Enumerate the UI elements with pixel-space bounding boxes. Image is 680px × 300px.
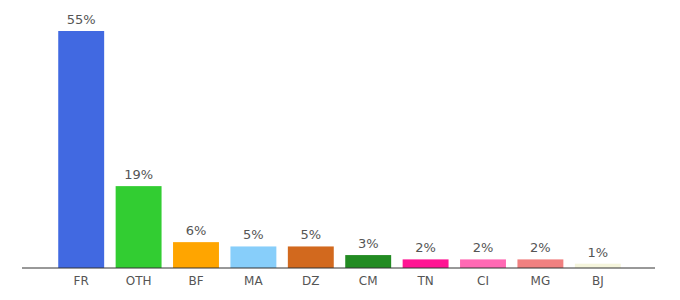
bar <box>460 259 506 268</box>
data-label: 6% <box>186 223 207 238</box>
bar <box>517 259 563 268</box>
x-tick-label: BF <box>188 274 203 288</box>
x-tick-label: MA <box>244 274 263 288</box>
data-label: 55% <box>67 12 96 27</box>
data-label: 2% <box>473 240 494 255</box>
bar <box>288 246 334 268</box>
data-label: 2% <box>415 240 436 255</box>
data-label: 3% <box>358 236 379 251</box>
bar <box>345 255 391 268</box>
bar <box>575 264 621 268</box>
x-tick-label: OTH <box>126 274 152 288</box>
data-label: 5% <box>243 227 264 242</box>
x-tick-label: BJ <box>592 274 604 288</box>
data-label: 2% <box>530 240 551 255</box>
bar <box>403 259 449 268</box>
bars <box>58 31 621 268</box>
chart: 55% FR 19% OTH 6% BF 5% MA 5% DZ 3% CM 2% TN 2% CI 2% MG 1… <box>0 0 680 300</box>
bar <box>173 242 219 268</box>
x-tick-label: DZ <box>302 274 319 288</box>
x-tick-label: CM <box>359 274 378 288</box>
x-axis <box>22 268 655 269</box>
data-label: 5% <box>300 227 321 242</box>
data-label: 19% <box>124 167 153 182</box>
x-tick-label: CI <box>477 274 489 288</box>
bar <box>230 246 276 268</box>
x-tick-label: FR <box>74 274 89 288</box>
bar <box>116 186 162 268</box>
x-tick-label: MG <box>531 274 551 288</box>
data-label: 1% <box>587 245 608 260</box>
bar <box>58 31 104 268</box>
x-tick-label: TN <box>416 274 433 288</box>
